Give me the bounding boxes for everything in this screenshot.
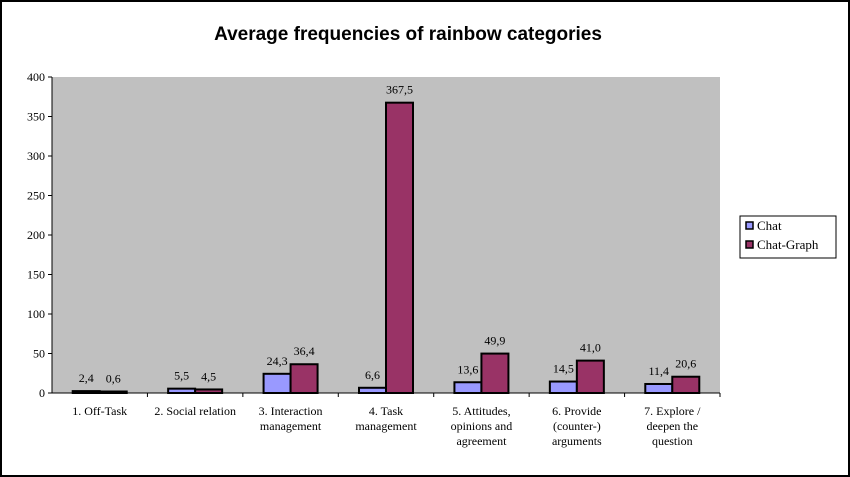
- bar-chat-graph: [480, 352, 510, 395]
- legend-box: [739, 215, 837, 259]
- data-label: 41,0: [580, 341, 601, 355]
- bar-chat-graph: [194, 388, 224, 395]
- y-tick-label: 250: [27, 189, 45, 203]
- legend-label: Chat-Graph: [757, 237, 819, 252]
- data-label: 2,4: [79, 371, 94, 385]
- bar-chat: [71, 390, 101, 395]
- y-tick-label: 400: [27, 70, 45, 84]
- data-label: 20,6: [675, 357, 696, 371]
- bar-chat-graph: [289, 363, 319, 394]
- category-label: 1. Off-Task: [72, 404, 127, 418]
- bars-group: [71, 101, 701, 395]
- y-tick-label: 200: [27, 228, 45, 242]
- legend-swatch: [745, 221, 754, 230]
- data-label: 0,6: [106, 372, 121, 386]
- bar-chat-graph: [575, 359, 605, 394]
- bar-chat-graph: [385, 101, 414, 395]
- legend-label: Chat: [757, 218, 782, 233]
- data-label: 367,5: [386, 83, 413, 97]
- data-label: 5,5: [174, 369, 189, 383]
- data-label: 4,5: [201, 369, 216, 383]
- data-labels-group: 2,4 0,6 5,5 4,5 24,3 36,4 6,6 367,5 13,6 49,9 14,5…: [79, 83, 697, 386]
- category-label: 6. Provide (counter-) arguments: [552, 404, 602, 448]
- y-tick-label: 350: [27, 110, 45, 124]
- bar-chat: [167, 387, 197, 394]
- legend-swatch: [745, 240, 754, 249]
- category-label: 2. Social relation: [154, 404, 236, 418]
- data-label: 24,3: [267, 354, 288, 368]
- bar-chat-graph: [671, 375, 701, 395]
- bar-chat: [548, 380, 578, 395]
- data-label: 6,6: [365, 368, 380, 382]
- chart-title: Average frequencies of rainbow categorie…: [214, 24, 602, 45]
- bar-chat: [644, 382, 674, 394]
- y-tick-label: 50: [33, 347, 45, 361]
- y-tick-label: 0: [39, 386, 45, 400]
- bar-chat: [262, 372, 292, 395]
- bar-chat: [358, 386, 387, 395]
- category-label: 5. Attitudes, opinions and agreement: [451, 404, 513, 448]
- y-tick-label: 150: [27, 268, 45, 282]
- bar-chat-graph: [98, 390, 128, 394]
- y-tick-label: 300: [27, 149, 45, 163]
- data-label: 11,4: [649, 364, 670, 378]
- data-label: 13,6: [457, 362, 478, 376]
- category-label: 3. Interaction management: [259, 404, 323, 433]
- data-label: 14,5: [553, 362, 574, 376]
- category-label: 7. Explore / deepen the question: [644, 404, 701, 448]
- category-labels-group: 1. Off-Task 2. Social relation 3. Interact…: [72, 404, 701, 448]
- data-label: 49,9: [484, 334, 505, 348]
- category-label: 4. Task management: [355, 404, 417, 433]
- bar-chat: [453, 381, 483, 395]
- data-label: 36,4: [294, 344, 315, 358]
- legend: Chat Chat-Graph: [739, 215, 837, 259]
- y-tick-label: 100: [27, 307, 45, 321]
